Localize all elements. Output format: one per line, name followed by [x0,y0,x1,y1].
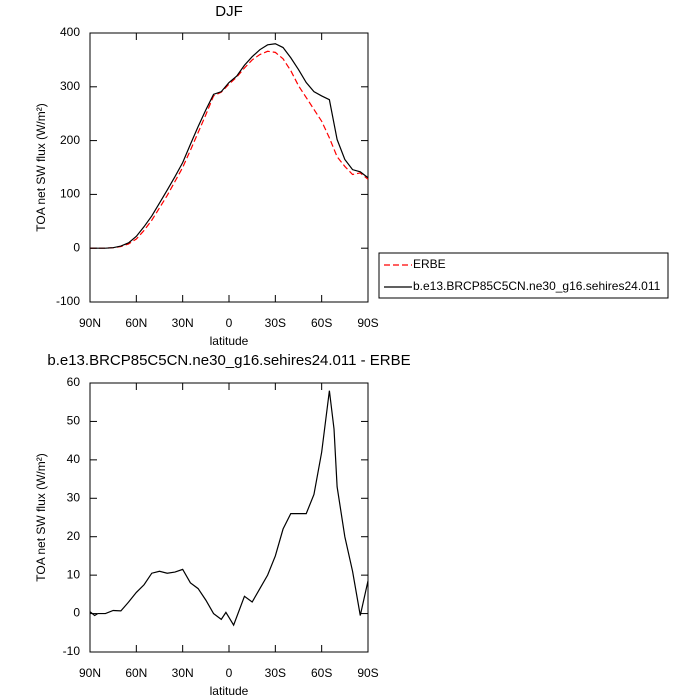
x-tick-label: 60N [125,316,147,330]
x-tick-label: 60N [125,666,147,680]
x-tick-label: 30N [172,316,194,330]
x-tick-label: 90N [79,316,101,330]
y-axis-label: TOA net SW flux (W/m²) [34,103,48,231]
chart-title: b.e13.BRCP85C5CN.ne30_g16.sehires24.011 … [47,352,410,369]
y-tick-label: 20 [67,529,81,543]
legend-box [378,252,669,299]
x-tick-label: 30N [172,666,194,680]
data-line [90,50,369,249]
x-tick-label: 90S [357,316,378,330]
plot-frame [89,382,369,653]
x-tick-label: 60S [311,666,332,680]
x-tick-label: 30S [265,316,286,330]
x-tick-label: 30S [265,666,286,680]
data-line [90,43,369,249]
x-tick-label: 90S [357,666,378,680]
legend-label: ERBE [413,257,446,271]
y-tick-label: 0 [73,606,80,620]
y-tick-label: 60 [67,375,81,389]
y-tick-label: 200 [60,133,80,147]
x-axis-label: latitude [210,334,249,348]
y-tick-label: -10 [63,644,81,658]
y-tick-label: 300 [60,79,80,93]
chart-title: DJF [215,3,243,20]
y-tick-label: 0 [73,240,80,254]
y-axis-label: TOA net SW flux (W/m²) [34,453,48,581]
plot-frame [89,32,369,303]
x-tick-label: 90N [79,666,101,680]
y-tick-label: 400 [60,25,80,39]
y-tick-label: 40 [67,452,81,466]
legend-label: b.e13.BRCP85C5CN.ne30_g16.sehires24.011 [413,279,661,293]
y-tick-label: 100 [60,187,80,201]
y-tick-label: 30 [67,490,81,504]
y-tick-label: -100 [56,294,80,308]
data-line [89,390,369,627]
y-tick-label: 10 [67,567,81,581]
x-tick-label: 0 [226,666,233,680]
x-tick-label: 60S [311,316,332,330]
x-axis-label: latitude [210,684,249,698]
x-tick-label: 0 [226,316,233,330]
y-tick-label: 50 [67,414,81,428]
